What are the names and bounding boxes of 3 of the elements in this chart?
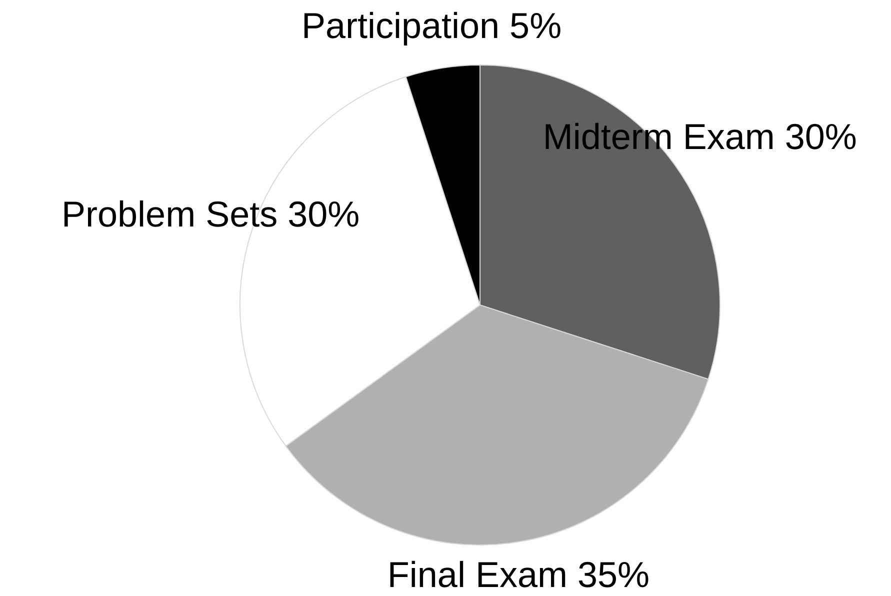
slice-label: Problem Sets 30% [62,194,360,235]
slice-label: Participation 5% [301,4,562,46]
slice-label: Final Exam 35% [387,554,650,596]
